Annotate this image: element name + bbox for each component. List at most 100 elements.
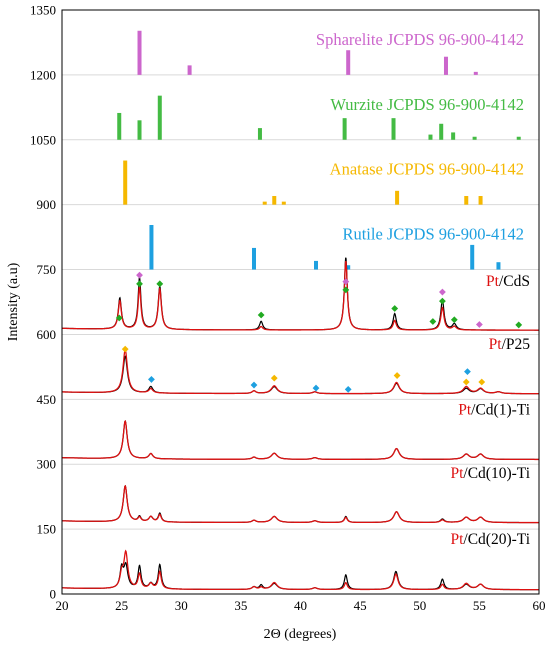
ref-stick-sphalerite-4 (473, 71, 478, 75)
ref-stick-sphalerite-0 (137, 30, 142, 75)
y-tick-label-1200: 1200 (30, 67, 56, 82)
sample-curves (61, 257, 539, 591)
phase-marker-wurzite-0-2 (136, 280, 143, 288)
phase-marker-wurzite-0-3 (156, 280, 164, 288)
phase-marker-anatase-1-9 (478, 378, 486, 386)
x-tick-label-20: 20 (56, 598, 69, 613)
x-tick-label-40: 40 (294, 598, 307, 613)
phase-marker-rutile-1-4 (312, 384, 320, 392)
ref-stick-rutile-1 (251, 247, 256, 270)
sample-label-1: Pt/P25 (489, 336, 531, 353)
y-tick-label-600: 600 (37, 327, 57, 342)
x-tick-label-25: 25 (115, 598, 128, 613)
phase-marker-anatase-1-6 (393, 372, 401, 379)
sample-label-name-3: /Cd(10)-Ti (463, 465, 530, 482)
phase-marker-sphalerite-0-5 (342, 278, 350, 286)
y-axis-title: Intensity (a.u) (6, 262, 21, 341)
y-tick-label-750: 750 (37, 262, 57, 277)
sample-label-name-4: /Cd(20)-Ti (463, 531, 530, 548)
ref-stick-wurzite-7 (439, 123, 444, 140)
ref-stick-rutile-5 (496, 262, 501, 270)
x-tick-label-60: 60 (533, 598, 546, 613)
y-tick-label-1050: 1050 (30, 132, 56, 147)
plot-frame (61, 9, 540, 595)
phase-marker-sphalerite-0-1 (136, 271, 143, 279)
ref-stick-wurzite-4 (342, 118, 347, 140)
sample-label-pt-2: Pt (458, 401, 472, 418)
ref-stick-wurzite-5 (391, 118, 396, 140)
y-tick-label-150: 150 (37, 522, 57, 537)
ref-stick-wurzite-0 (117, 112, 122, 140)
ref-stick-anatase-0 (123, 160, 128, 205)
ref-stick-anatase-4 (395, 190, 400, 205)
phase-marker-wurzite-0-0 (115, 314, 123, 322)
phase-marker-wurzite-0-10 (429, 318, 437, 325)
phase-markers (115, 271, 523, 393)
x-tick-label-55: 55 (473, 598, 486, 613)
x-tick-label-30: 30 (175, 598, 188, 613)
fitted-curve-4 (61, 549, 539, 591)
sample-label-name-1: /P25 (502, 336, 531, 353)
y-tick-label-900: 900 (37, 197, 57, 212)
y-tick-label-300: 300 (37, 457, 57, 472)
ref-stick-anatase-3 (281, 201, 286, 205)
ref-stick-wurzite-9 (472, 136, 477, 140)
ref-stick-sphalerite-2 (346, 50, 351, 75)
fitted-curve-1 (62, 348, 539, 395)
ref-stick-anatase-2 (272, 196, 277, 205)
sample-label-pt-3: Pt (450, 465, 464, 482)
ref-stick-wurzite-8 (451, 132, 456, 140)
ref-label-wurzite: Wurzite JCPDS 96-900-4142 (330, 95, 524, 114)
phase-marker-sphalerite-0-8 (439, 288, 446, 296)
axis-ticks: 0 150 300 450 600 750 900 1050 1200 1350 20 25 30 35 4… (30, 3, 546, 614)
phase-marker-anatase-1-8 (462, 378, 470, 386)
phase-marker-wurzite-0-13 (515, 321, 523, 329)
reference-patterns: Spharelite JCPDS 96-900-4142 Wurzite JCPD… (117, 30, 524, 270)
fitted-curve-2 (61, 420, 539, 461)
x-tick-label-35: 35 (234, 598, 247, 613)
sample-label-pt-0: Pt (486, 273, 500, 290)
phase-marker-wurzite-0-6 (342, 286, 350, 294)
sample-label-4: Pt/Cd(20)-Ti (450, 531, 530, 548)
ref-stick-wurzite-3 (257, 128, 262, 140)
phase-marker-anatase-1-3 (270, 374, 278, 382)
x-tick-label-50: 50 (413, 598, 426, 613)
ref-stick-wurzite-10 (516, 136, 521, 140)
phase-marker-rutile-1-2 (250, 381, 258, 389)
sample-label-2: Pt/Cd(1)-Ti (458, 401, 530, 418)
sample-label-name-0: /CdS (499, 273, 530, 290)
ref-stick-sphalerite-1 (187, 65, 192, 75)
ref-stick-rutile-3 (346, 265, 351, 270)
phase-marker-wurzite-0-9 (439, 297, 446, 305)
ref-stick-wurzite-1 (137, 120, 142, 140)
sample-label-pt-1: Pt (489, 336, 503, 353)
fitted-curve-0 (61, 260, 539, 331)
y-tick-label-450: 450 (37, 392, 57, 407)
sample-label-name-2: /Cd(1)-Ti (471, 401, 531, 418)
ref-stick-rutile-2 (314, 260, 319, 270)
ref-stick-wurzite-2 (157, 95, 162, 140)
sample-label-pt-4: Pt (450, 531, 464, 548)
ref-label-anatase: Anatase JCPDS 96-900-4142 (330, 160, 524, 179)
ref-stick-anatase-5 (464, 196, 469, 205)
ref-stick-rutile-4 (470, 244, 475, 270)
phase-marker-wurzite-0-4 (257, 311, 265, 319)
fitted-curve-3 (61, 484, 539, 524)
y-tick-label-0: 0 (50, 587, 57, 602)
ref-stick-rutile-0 (149, 224, 154, 270)
x-axis-title: 2Θ (degrees) (264, 627, 337, 642)
series-labels: Pt/CdSPt/P25Pt/Cd(1)-TiPt/Cd(10)-TiPt/Cd… (450, 273, 530, 548)
phase-marker-rutile-1-1 (148, 376, 155, 383)
sample-label-3: Pt/Cd(10)-Ti (450, 465, 530, 482)
phase-marker-wurzite-0-7 (391, 305, 399, 312)
ref-stick-anatase-1 (262, 201, 267, 205)
ref-stick-sphalerite-3 (443, 56, 448, 75)
phase-marker-rutile-1-7 (464, 368, 471, 376)
ref-label-sphalerite: Spharelite JCPDS 96-900-4142 (316, 30, 524, 49)
phase-marker-rutile-1-5 (344, 385, 352, 393)
sample-label-0: Pt/CdS (486, 273, 530, 290)
phase-marker-anatase-1-0 (121, 345, 129, 353)
phase-marker-sphalerite-0-12 (475, 321, 483, 328)
